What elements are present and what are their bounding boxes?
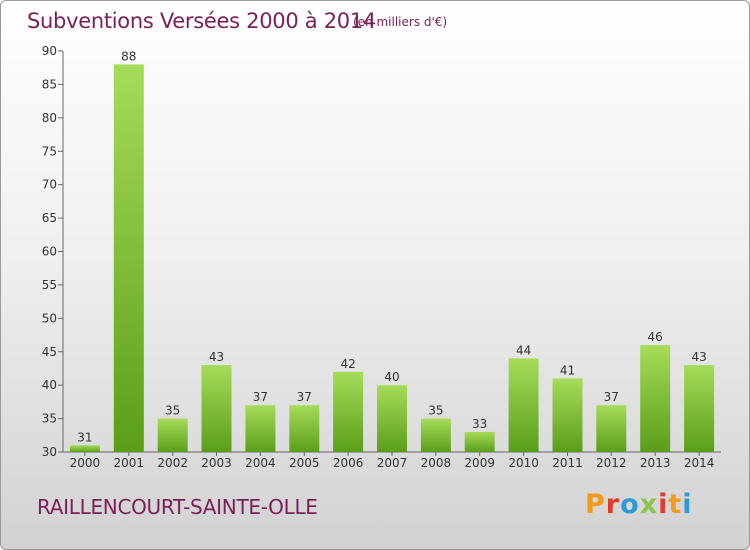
y-tick-label: 30 — [42, 445, 57, 459]
y-tick-label: 40 — [42, 378, 57, 392]
commune-name: RAILLENCOURT-SAINTE-OLLE — [37, 495, 318, 519]
data-label-2006: 42 — [340, 357, 355, 371]
bar-2012 — [596, 405, 627, 452]
x-tick-label-2011: 2011 — [552, 456, 583, 470]
bar-2010 — [508, 358, 539, 452]
chart-title: Subventions Versées 2000 à 2014 — [27, 9, 376, 33]
bar-2002 — [157, 418, 188, 452]
y-tick-label: 65 — [42, 211, 57, 225]
logo-letter: i — [658, 489, 669, 520]
logo-letter: r — [605, 489, 621, 520]
y-tick-label: 90 — [42, 44, 57, 58]
bar-2001 — [113, 64, 144, 453]
x-tick-label-2007: 2007 — [377, 456, 408, 470]
x-tick-label-2002: 2002 — [157, 456, 188, 470]
data-label-2007: 40 — [384, 370, 399, 384]
bar-2014 — [684, 365, 715, 452]
y-tick-label: 70 — [42, 178, 57, 192]
data-label-2004: 37 — [253, 390, 268, 404]
x-tick-label-2008: 2008 — [421, 456, 452, 470]
y-tick-label: 35 — [42, 412, 57, 426]
x-tick-label-2001: 2001 — [114, 456, 145, 470]
y-tick-label: 50 — [42, 311, 57, 325]
chart-unit-note: (en milliers d'€) — [353, 15, 448, 29]
x-tick-label-2006: 2006 — [333, 456, 364, 470]
bar-2011 — [552, 378, 583, 452]
logo-letter: P — [585, 489, 606, 520]
proxiti-logo: Proxiti — [585, 489, 693, 520]
y-tick-label: 85 — [42, 77, 57, 91]
x-tick-label-2013: 2013 — [640, 456, 671, 470]
x-tick-label-2005: 2005 — [289, 456, 320, 470]
bar-2009 — [464, 431, 495, 452]
data-label-2000: 31 — [77, 430, 92, 444]
data-label-2011: 41 — [560, 364, 575, 378]
bar-2004 — [245, 405, 276, 452]
x-tick-label-2012: 2012 — [596, 456, 627, 470]
x-tick-label-2004: 2004 — [245, 456, 276, 470]
bar-2008 — [420, 418, 451, 452]
x-tick-label-2003: 2003 — [201, 456, 232, 470]
x-tick-label-2010: 2010 — [508, 456, 539, 470]
bar-2013 — [640, 345, 671, 452]
logo-letter: x — [639, 489, 659, 520]
data-label-2014: 43 — [691, 350, 706, 364]
x-tick-label-2000: 2000 — [70, 456, 101, 470]
y-tick-label: 60 — [42, 245, 57, 259]
data-label-2013: 46 — [648, 330, 663, 344]
bar-2000 — [69, 445, 100, 452]
data-label-2009: 33 — [472, 417, 487, 431]
y-tick-label: 80 — [42, 111, 57, 125]
data-label-2010: 44 — [516, 343, 531, 357]
bar-2003 — [201, 365, 232, 452]
data-label-2002: 35 — [165, 404, 180, 418]
logo-letter: i — [682, 489, 693, 520]
y-tick-label: 45 — [42, 345, 57, 359]
y-tick-label: 55 — [42, 278, 57, 292]
bar-2007 — [377, 385, 407, 452]
data-label-2008: 35 — [428, 404, 443, 418]
data-label-2001: 88 — [121, 49, 136, 63]
data-label-2003: 43 — [209, 350, 224, 364]
bar-2005 — [289, 405, 320, 452]
x-tick-label-2014: 2014 — [684, 456, 715, 470]
x-tick-label-2009: 2009 — [464, 456, 495, 470]
data-label-2012: 37 — [604, 390, 619, 404]
logo-letter: o — [620, 489, 640, 520]
bar-2006 — [333, 371, 364, 452]
logo-letter: t — [668, 489, 683, 520]
y-tick-label: 75 — [42, 144, 57, 158]
data-label-2005: 37 — [297, 390, 312, 404]
